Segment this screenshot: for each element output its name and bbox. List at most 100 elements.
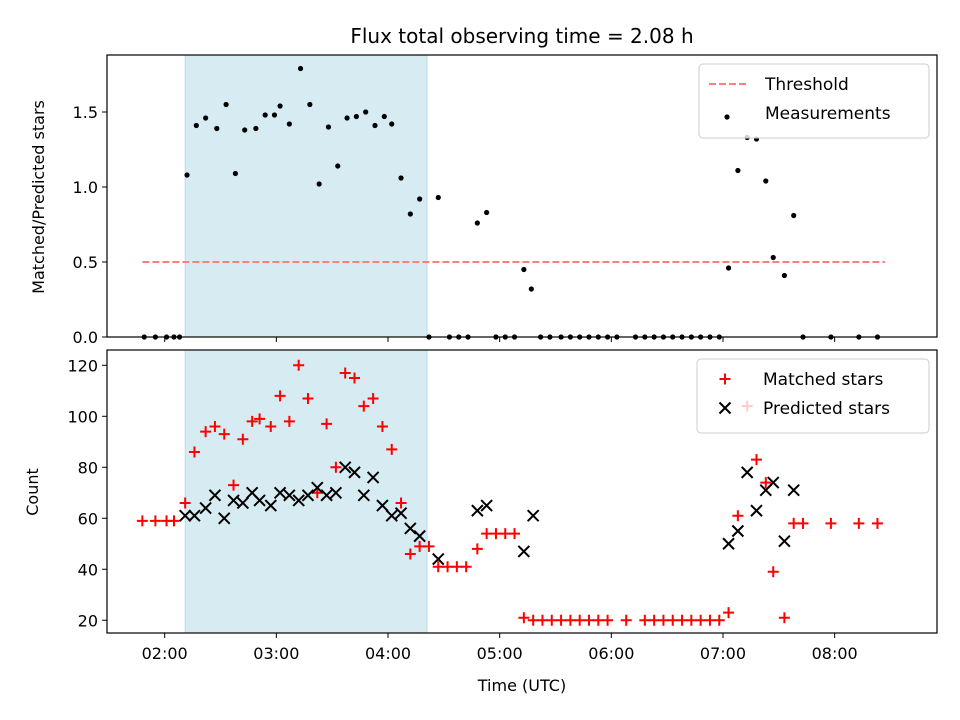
bottom-axes-frame [106,349,938,634]
x-tick-label: 03:00 [253,644,299,663]
data-point [731,524,745,538]
data-point [760,477,772,489]
data-point [242,127,248,133]
data-point [676,614,688,626]
data-point [339,367,351,379]
bottom-y-tick-label: 40 [78,560,98,579]
data-point [763,178,769,184]
data-point [404,548,416,560]
data-point [330,461,342,473]
data-point [732,510,744,522]
data-point [480,499,493,512]
legend-marker-swatch [724,114,730,120]
data-point [788,517,800,529]
data-point [620,614,632,626]
data-point [311,481,324,494]
data-point [246,415,258,427]
data-point [385,509,398,522]
data-point [254,413,266,425]
data-point [471,504,484,517]
data-point [321,418,333,430]
data-point [320,489,333,502]
data-point [218,428,230,440]
data-point [232,170,239,177]
data-point [871,517,883,529]
bottom-y-tick-label: 20 [78,611,98,630]
bottom-shaded-span [184,349,428,634]
data-point [227,494,240,507]
top-legend-box [698,63,930,139]
data-point [725,265,732,271]
data-point [277,103,283,109]
data-point [723,607,735,619]
data-point [407,211,413,217]
top-panel: 0.0 0.5 1.0 1.5 Threshold Measurements [73,54,938,347]
data-point [490,528,502,540]
data-point [311,487,323,499]
data-point [442,561,454,573]
x-axis-label: Time (UTC) [477,676,566,695]
data-point [451,561,463,573]
x-tick-label: 06:00 [588,644,634,663]
top-legend: Threshold Measurements [698,63,930,139]
data-point [471,543,483,555]
top-y-tick-label: 0.0 [73,328,98,347]
legend-label: Measurements [765,104,891,124]
bottom-legend: Matched stars Predicted stars [696,358,930,434]
data-point [414,540,426,552]
data-point [193,122,199,129]
data-point [460,561,472,573]
data-point [432,552,445,566]
data-point [413,529,426,543]
data-point [228,479,240,491]
data-point [149,515,161,527]
data-point [695,614,707,626]
x-tick-label: 04:00 [365,644,411,663]
data-point [297,65,304,72]
data-point [602,614,614,626]
data-point [302,392,314,404]
data-point [781,272,787,279]
data-point [200,426,212,438]
data-point [667,614,679,626]
bottom-y-tick-label: 60 [78,509,98,528]
data-point [286,121,292,127]
data-point [203,115,209,121]
data-point [338,461,352,474]
data-point [264,499,277,512]
data-point [474,220,480,226]
legend-label: Predicted stars [763,399,890,419]
bottom-y-axis-label: Count [23,468,42,516]
data-point [704,614,716,626]
data-point [481,528,493,540]
data-point [713,614,725,626]
top-shaded-span [184,54,428,338]
data-point [740,466,754,479]
data-point [787,484,800,497]
bottom-series-matched-stars [136,359,883,626]
data-point [546,614,558,626]
data-point [325,124,332,130]
data-point [372,122,378,129]
data-point [417,196,423,202]
data-point [292,494,305,507]
data-point [293,359,305,371]
data-point [353,113,359,120]
data-point [274,390,286,402]
data-point [348,466,361,479]
data-point [825,517,837,529]
data-point [329,486,343,499]
legend-marker-swatch [718,401,732,415]
x-tick-label: 05:00 [477,644,523,663]
data-point [376,499,389,512]
top-axes-frame [106,54,938,338]
data-point [770,254,776,261]
data-point [214,125,220,132]
data-point [357,489,371,502]
data-point [188,509,201,522]
data-point [778,612,790,624]
data-point [363,109,369,115]
data-point [648,614,660,626]
data-point [484,209,490,216]
